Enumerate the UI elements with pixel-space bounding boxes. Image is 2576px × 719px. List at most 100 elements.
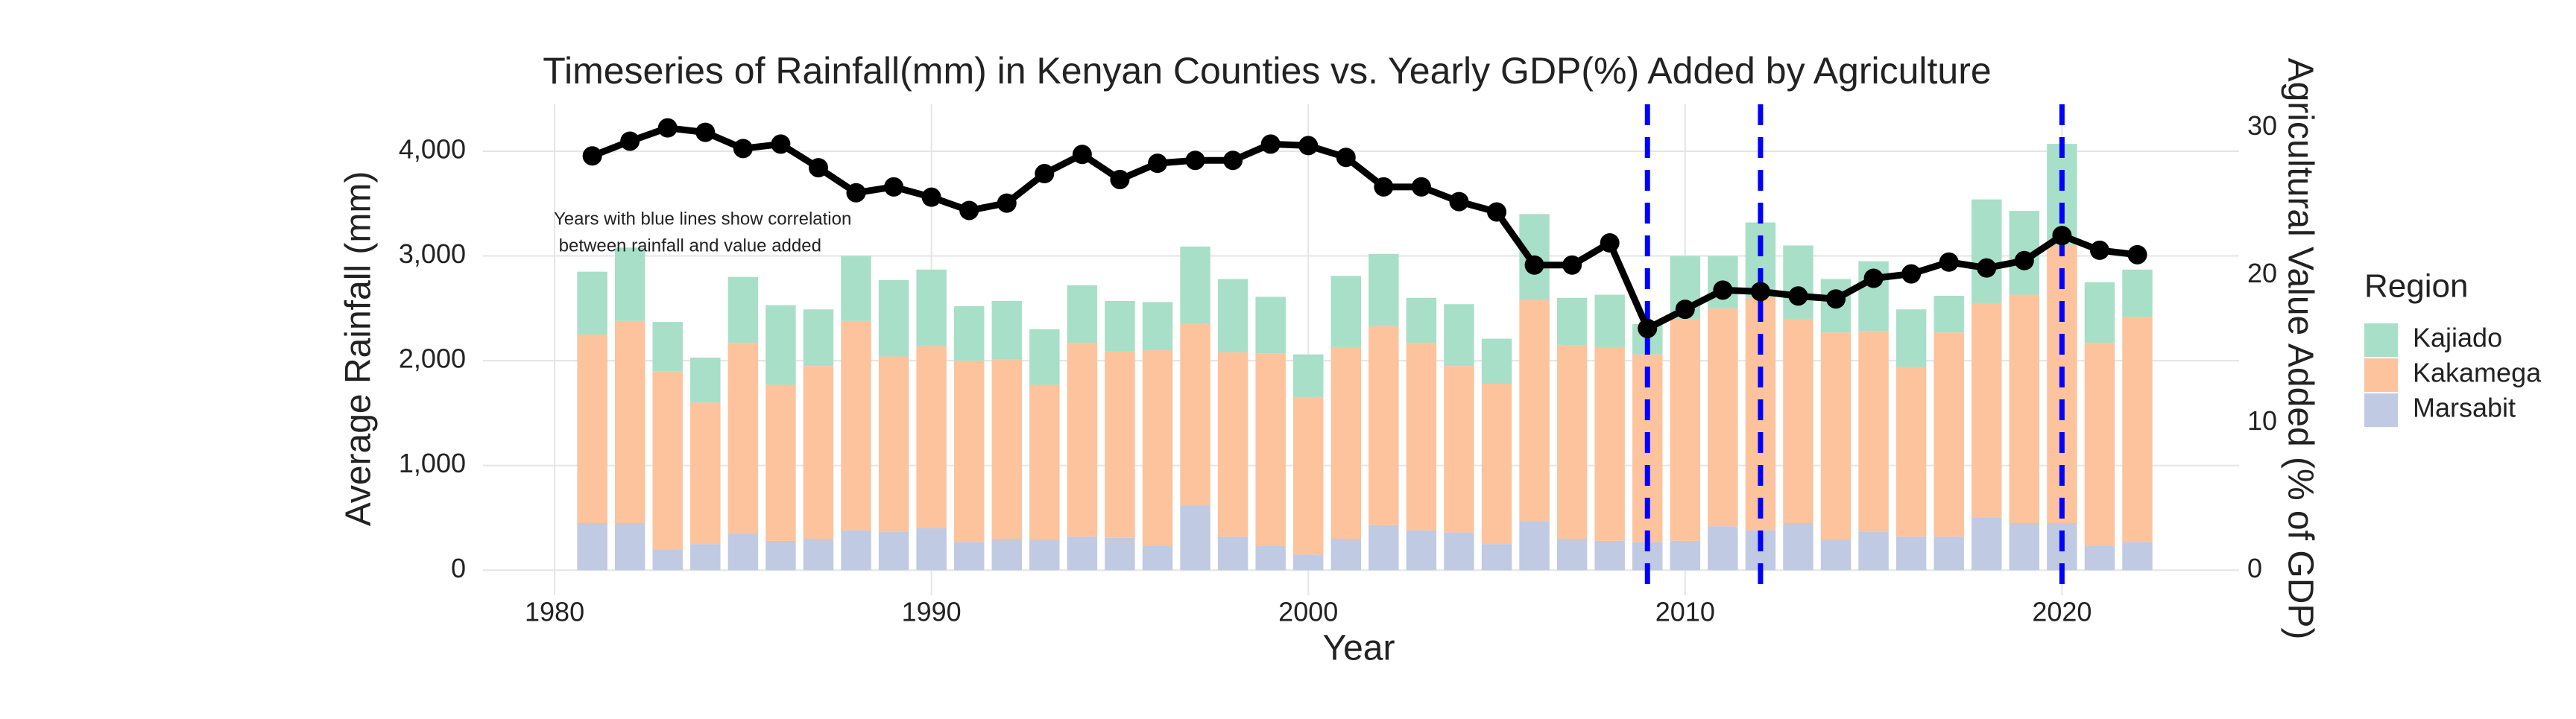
bar (727, 343, 759, 534)
bar (803, 539, 834, 571)
line-point (1487, 202, 1507, 222)
y2-tick-label: 20 (2247, 258, 2277, 288)
x-tick-label: 1980 (525, 597, 584, 627)
y-tick-label: 0 (451, 553, 466, 583)
bar (1933, 332, 1964, 537)
legend-label: Marsabit (2413, 393, 2516, 423)
line-point (733, 139, 753, 159)
bar (841, 256, 871, 321)
x-axis-title: Year (1323, 629, 1395, 668)
line-point (1939, 252, 1959, 272)
line-point (808, 158, 828, 178)
bar (1180, 323, 1210, 506)
line-point (921, 187, 941, 207)
bar (1368, 326, 1399, 525)
bar (803, 309, 834, 367)
bar (1255, 545, 1286, 571)
annotation: between rainfall and value added (554, 235, 821, 256)
line-point (997, 193, 1017, 213)
bar (652, 322, 683, 372)
bar (652, 371, 683, 550)
line-point (1374, 177, 1394, 197)
y-tick-label: 1,000 (399, 448, 466, 478)
y2-tick-label: 0 (2247, 553, 2262, 583)
line-point (2089, 240, 2109, 260)
line-point (582, 146, 602, 166)
bar (2122, 317, 2153, 542)
bar (1708, 308, 1738, 527)
bar (1180, 246, 1210, 324)
bar (1029, 384, 1060, 540)
bar (2122, 542, 2153, 571)
bar (1895, 309, 1927, 367)
bar (1217, 536, 1248, 571)
bar (1330, 539, 1361, 571)
bar (878, 279, 909, 357)
bar (1406, 297, 1437, 343)
bar (1670, 540, 1701, 571)
x-tick-label: 2000 (1278, 597, 1338, 627)
bar (1519, 521, 1550, 571)
bar (1972, 303, 2002, 518)
bar (916, 269, 947, 346)
y2-axis-title: Agricultural Value Added (% of GDP) (2280, 58, 2320, 640)
bar (1368, 525, 1399, 571)
bar (1895, 367, 1927, 537)
line-point (1600, 233, 1620, 253)
line-point (1072, 145, 1092, 165)
bar (765, 305, 796, 385)
bar (1255, 297, 1286, 354)
bar (991, 359, 1022, 539)
y-tick-label: 3,000 (399, 238, 466, 269)
bar (1594, 294, 1625, 347)
bar (1858, 331, 1889, 532)
bar (2009, 294, 2040, 524)
bar (2009, 523, 2040, 571)
bar (1368, 253, 1399, 326)
bar (1783, 523, 1813, 571)
line-point (1826, 289, 1846, 309)
bar (1820, 539, 1852, 571)
x-tick-label: 2020 (2032, 597, 2092, 627)
bar (1255, 353, 1286, 546)
marks (577, 104, 2153, 595)
line-point (2052, 226, 2072, 246)
line-point (1675, 300, 1695, 320)
bar (1933, 295, 1964, 333)
bar (1519, 300, 1550, 522)
bar (1972, 199, 2002, 303)
line-point (1863, 268, 1884, 288)
legend-swatch (2364, 393, 2398, 427)
line-point (1788, 286, 1808, 306)
line-point (2127, 244, 2147, 265)
line-point (2014, 250, 2034, 270)
bar (1217, 352, 1248, 537)
line-point (1223, 151, 1243, 171)
bar (1933, 536, 1964, 571)
line-point (771, 134, 791, 154)
legend-swatch (2364, 358, 2398, 392)
bar (577, 523, 607, 571)
bar (652, 549, 683, 571)
bar (1105, 351, 1135, 538)
bar (1444, 304, 1474, 367)
bar (1895, 536, 1927, 571)
bar (577, 271, 607, 335)
bar (1820, 332, 1852, 540)
bar (1556, 345, 1588, 539)
line-point (620, 131, 640, 151)
bar (765, 384, 796, 541)
line-point (657, 118, 678, 138)
bar (1180, 505, 1210, 571)
bar (614, 523, 645, 571)
bar (1067, 536, 1098, 571)
bar (1783, 318, 1813, 524)
bar (614, 247, 645, 321)
bar (765, 540, 796, 571)
legend-label: Kakamega (2413, 358, 2542, 388)
bar (2084, 282, 2115, 343)
bar (1142, 302, 1173, 351)
bar (953, 361, 985, 542)
